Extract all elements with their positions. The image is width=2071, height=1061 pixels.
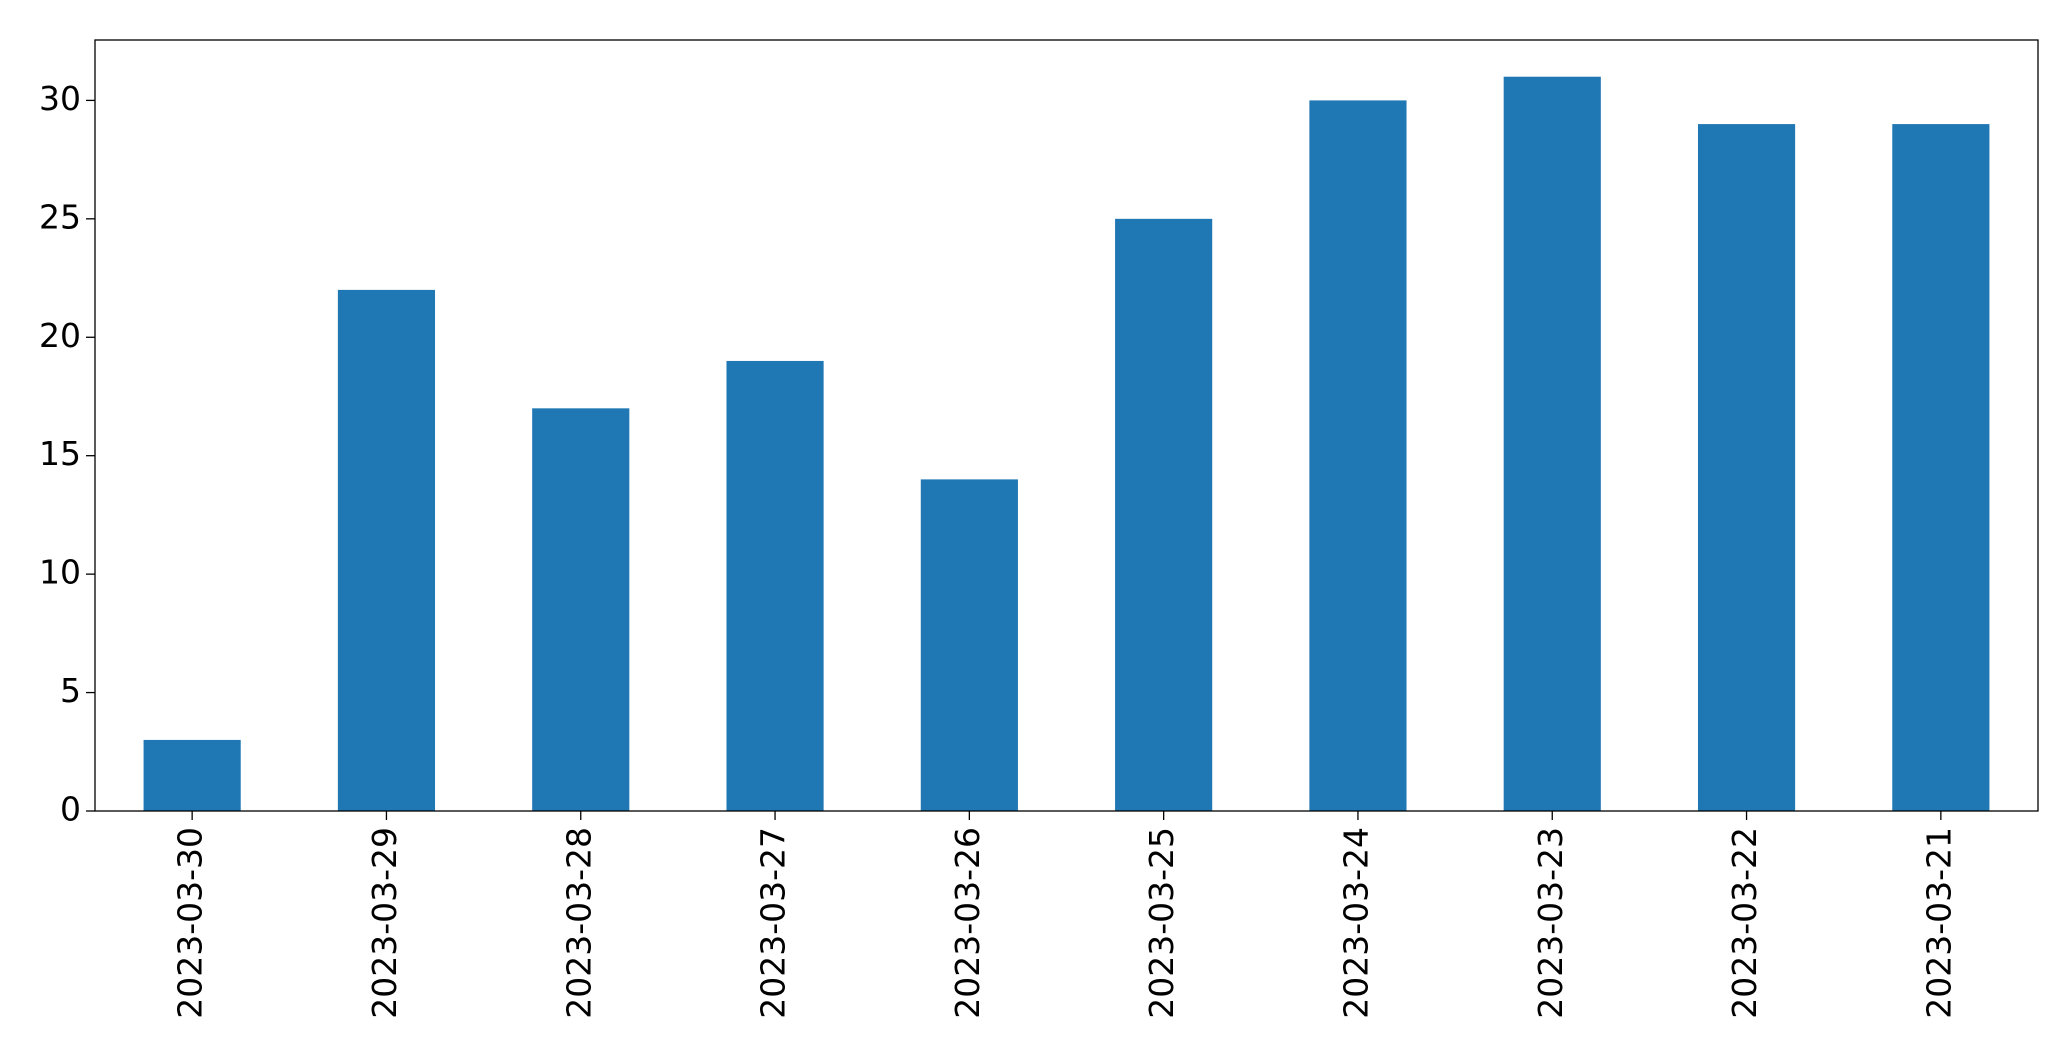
x-tick-label: 2023-03-28 [559, 827, 598, 1019]
bar [920, 479, 1018, 811]
x-tick-label: 2023-03-21 [1919, 827, 1958, 1019]
x-tick-label: 2023-03-29 [365, 827, 404, 1019]
x-tick-label: 2023-03-30 [171, 827, 210, 1019]
x-tick-label: 2023-03-24 [1336, 827, 1375, 1019]
x-tick-label: 2023-03-27 [754, 827, 793, 1019]
y-tick-label: 0 [60, 790, 81, 829]
y-tick-label: 10 [39, 553, 81, 592]
bar [1309, 100, 1407, 811]
y-tick-label: 5 [60, 671, 81, 710]
y-tick-label: 25 [39, 197, 81, 236]
bar [532, 408, 630, 811]
bar [726, 360, 824, 811]
y-tick-label: 15 [39, 434, 81, 473]
y-tick-label: 30 [39, 79, 81, 118]
x-tick-label: 2023-03-25 [1142, 827, 1181, 1019]
y-tick-label: 20 [39, 316, 81, 355]
x-tick-label: 2023-03-26 [948, 827, 987, 1019]
bar [337, 289, 436, 811]
bar [1892, 124, 1990, 812]
plot-frame [94, 39, 2039, 812]
bar [1503, 76, 1601, 811]
bar [143, 739, 241, 811]
bar [1697, 124, 1796, 812]
bar [1115, 218, 1213, 811]
x-tick-label: 2023-03-22 [1725, 827, 1764, 1019]
x-tick-label: 2023-03-23 [1531, 827, 1570, 1019]
